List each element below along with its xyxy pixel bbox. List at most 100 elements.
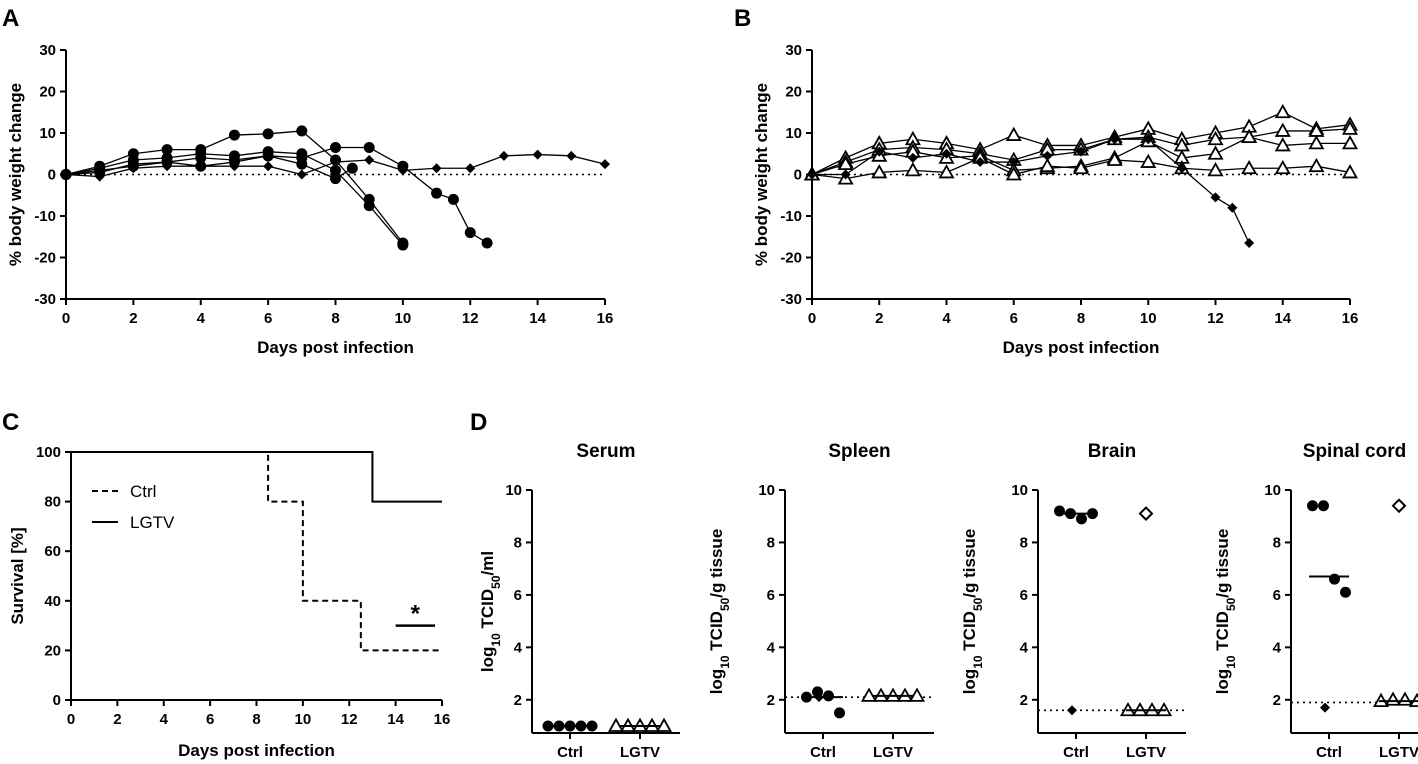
y-tick-label: 2 (767, 692, 775, 709)
data-point (1340, 586, 1351, 598)
y-tick-label: 4 (514, 639, 523, 656)
data-point (1308, 135, 1325, 150)
data-point (1140, 153, 1157, 168)
y-tick-label: 2 (514, 692, 522, 709)
x-tick-label: LGTV (1379, 744, 1418, 761)
data-point (1072, 159, 1090, 175)
subscript: 50 (489, 575, 503, 589)
x-tick-label: 14 (387, 711, 404, 728)
label-part: log (1213, 669, 1232, 695)
y-tick-label: 100 (36, 444, 61, 461)
subscript: 10 (489, 633, 503, 647)
y-tick-label: 8 (1020, 534, 1028, 551)
y-tick-label: 8 (514, 534, 522, 551)
x-axis-title: Days post infection (1003, 338, 1160, 357)
data-point (566, 150, 577, 161)
y-axis-title: log10 TCID50/ml (478, 551, 503, 672)
data-point (296, 158, 308, 170)
x-tick-label: 4 (942, 310, 951, 327)
data-point (904, 162, 921, 177)
x-tick-label: 16 (434, 711, 451, 728)
x-tick-label: LGTV (620, 744, 660, 761)
data-point (397, 165, 408, 176)
x-tick-label: Ctrl (1316, 744, 1342, 761)
x-tick-label: 2 (129, 310, 137, 327)
survival-curve-ctrl (71, 451, 442, 652)
y-tick-label: 0 (48, 167, 56, 184)
x-tick-label: 10 (395, 310, 412, 327)
data-point (61, 169, 71, 180)
data-point (94, 171, 105, 182)
subplot-title: Spinal cord (1303, 441, 1406, 462)
data-point (363, 200, 375, 212)
x-tick-label: 4 (197, 310, 206, 327)
x-tick-label: 6 (1010, 310, 1018, 327)
data-point (228, 154, 240, 166)
panel-label-a: A (2, 5, 19, 32)
data-point (397, 239, 409, 251)
y-axis-title: % body weight change (6, 83, 25, 266)
y-tick-label: 10 (505, 482, 522, 499)
x-tick-label: Ctrl (1063, 744, 1089, 761)
y-tick-label: 20 (785, 84, 802, 101)
data-point (600, 159, 610, 170)
data-point (363, 142, 375, 154)
subscript: 10 (971, 655, 985, 669)
data-point (431, 163, 442, 174)
y-tick-label: 2 (1020, 692, 1028, 709)
data-point (481, 237, 493, 249)
x-tick-label: 10 (1140, 310, 1157, 327)
x-axis-title: Days post infection (178, 741, 335, 760)
data-point (1176, 163, 1187, 174)
data-point (296, 169, 307, 180)
data-point (1109, 134, 1120, 145)
y-axis-title: % body weight change (752, 83, 771, 266)
y-tick-label: 30 (785, 42, 802, 59)
label-part: /g tissue (1213, 529, 1232, 598)
data-point (1207, 162, 1224, 177)
data-point (330, 164, 341, 176)
data-point (465, 163, 476, 174)
label-part: /ml (478, 551, 497, 576)
data-point (807, 169, 817, 180)
y-tick-label: 0 (794, 167, 802, 184)
data-point (1207, 145, 1224, 160)
y-tick-label: -10 (34, 208, 56, 225)
data-point (498, 150, 509, 161)
data-point (1008, 157, 1019, 168)
subscript: 50 (718, 597, 732, 611)
data-point (1396, 691, 1414, 706)
data-point (262, 150, 274, 162)
y-tick-label: 4 (767, 639, 776, 656)
series-line (65, 155, 353, 180)
data-point (1039, 157, 1056, 173)
y-tick-label: 4 (1020, 639, 1029, 656)
y-tick-label: 8 (1273, 534, 1281, 551)
y-tick-label: 6 (767, 587, 775, 604)
data-point (860, 687, 878, 702)
legend-label-ctrl: Ctrl (130, 482, 156, 501)
x-tick-label: 14 (1274, 310, 1291, 327)
label-part: log (960, 669, 979, 695)
y-tick-label: 10 (758, 482, 775, 499)
data-point (908, 687, 926, 702)
x-tick-label: 8 (252, 711, 260, 728)
data-point (607, 717, 625, 732)
data-point (1341, 164, 1359, 179)
x-tick-label: 0 (67, 711, 75, 728)
data-point (161, 144, 173, 156)
data-point (128, 163, 139, 174)
y-tick-label: 20 (39, 84, 56, 101)
data-point-open-diamond (1391, 498, 1407, 514)
x-tick-label: 0 (62, 310, 70, 327)
x-axis-title: Days post infection (257, 338, 414, 357)
data-point (907, 152, 918, 163)
y-axis-title: log10 TCID50/g tissue (960, 529, 985, 695)
y-tick-label: 20 (44, 642, 61, 659)
x-tick-label: LGTV (1126, 744, 1166, 761)
data-point-diamond (1320, 702, 1330, 713)
label-part: TCID (1213, 611, 1232, 655)
